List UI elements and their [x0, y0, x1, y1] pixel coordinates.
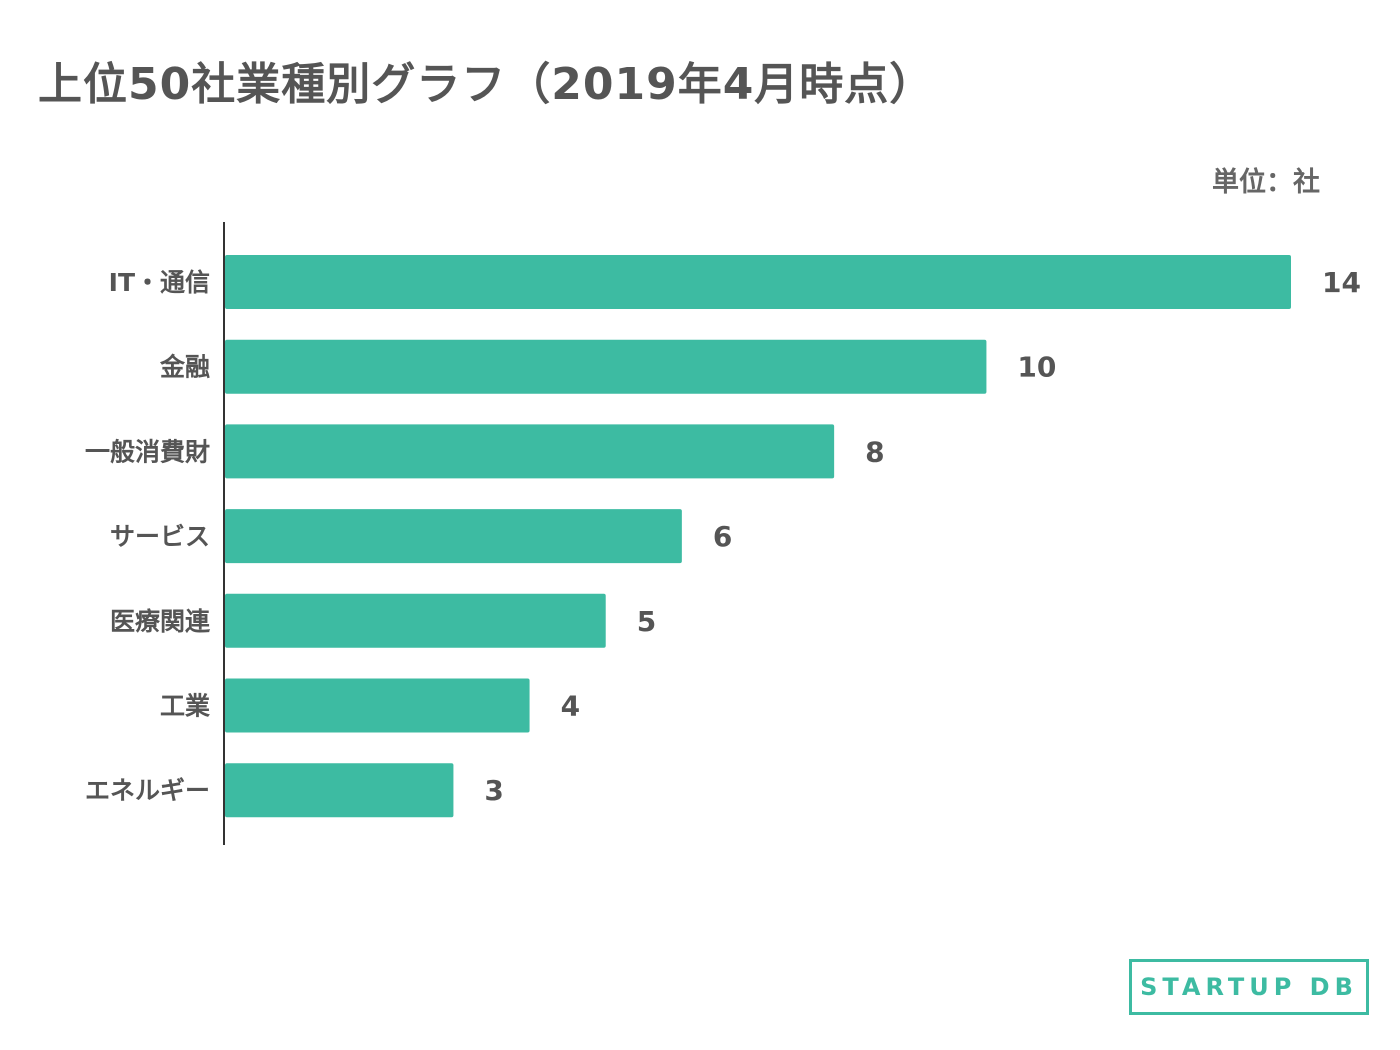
- value-label: 14: [1322, 266, 1361, 299]
- bar: [225, 593, 606, 648]
- value-label: 10: [1017, 351, 1056, 384]
- value-label: 5: [637, 605, 656, 638]
- category-label: 医療関連: [110, 607, 211, 636]
- logo-text: STARTUP DB: [1140, 973, 1358, 1001]
- category-label: サービス: [110, 522, 210, 551]
- bar: [225, 255, 1291, 309]
- value-label: 3: [484, 774, 503, 807]
- bar: [225, 339, 987, 394]
- bar: [225, 424, 835, 479]
- category-label: IT・通信: [109, 268, 210, 297]
- value-label: 6: [713, 520, 732, 553]
- chart-title: 上位50社業種別グラフ（2019年4月時点）: [38, 59, 935, 110]
- bar: [225, 763, 454, 818]
- bar: [225, 678, 530, 733]
- category-label: エネルギー: [85, 776, 210, 805]
- value-label: 4: [561, 690, 580, 723]
- bar: [225, 509, 682, 564]
- category-label: 一般消費財: [85, 437, 210, 466]
- value-label: 8: [865, 435, 884, 468]
- unit-label: 単位：社: [1212, 167, 1320, 198]
- category-label: 工業: [160, 692, 210, 721]
- startup-db-logo: STARTUP DB: [1129, 959, 1369, 1015]
- category-label: 金融: [159, 353, 210, 382]
